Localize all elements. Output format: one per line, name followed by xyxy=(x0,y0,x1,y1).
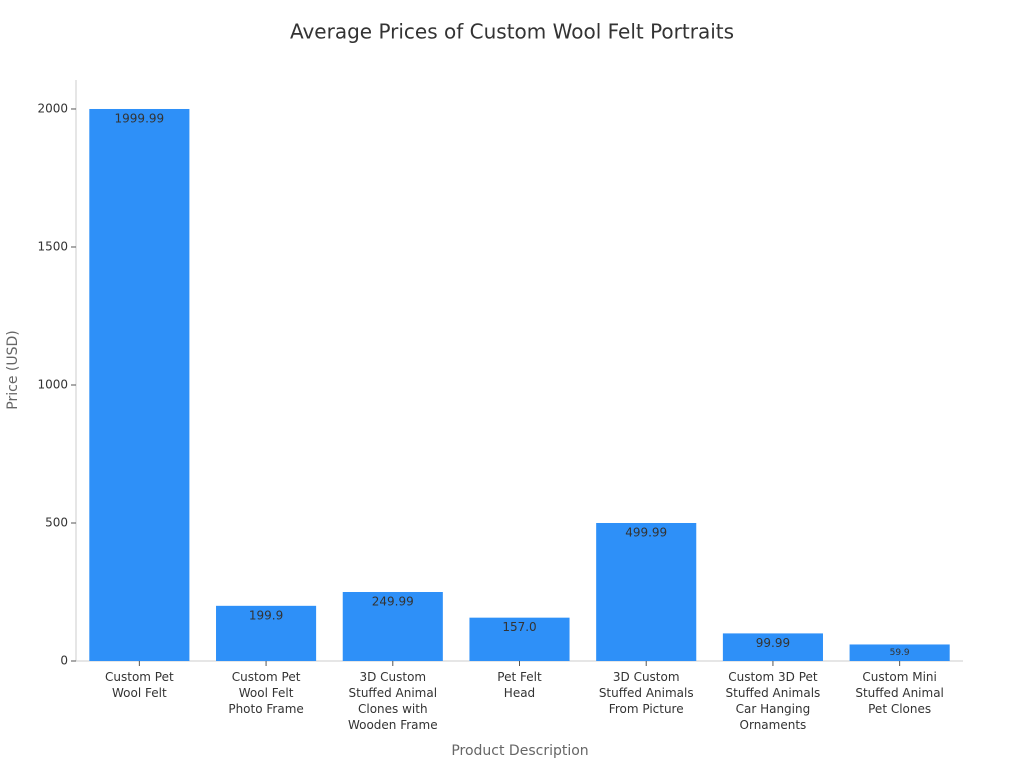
value-label: 199.9 xyxy=(249,608,283,622)
value-label: 59.9 xyxy=(890,648,910,658)
y-tick-label: 2000 xyxy=(37,101,68,115)
bar xyxy=(722,633,823,661)
y-tick-label: 0 xyxy=(60,654,68,668)
bar xyxy=(469,617,570,661)
value-label: 249.99 xyxy=(372,595,414,609)
bar xyxy=(849,644,950,661)
value-label: 499.99 xyxy=(625,525,667,539)
x-tick-label: Custom Pet Wool Felt xyxy=(105,670,174,700)
x-tick-label: Custom 3D Pet Stuffed Animals Car Hanging O… xyxy=(726,670,821,732)
bar xyxy=(596,522,697,661)
bar xyxy=(216,605,317,661)
x-tick-label: Pet Felt Head xyxy=(497,670,542,700)
bar xyxy=(89,108,190,661)
chart-title: Average Prices of Custom Wool Felt Portr… xyxy=(290,20,734,44)
y-axis-title: Price (USD) xyxy=(5,330,21,409)
x-tick-label: 3D Custom Stuffed Animal Clones with Wooden… xyxy=(348,670,438,732)
value-label: 1999.99 xyxy=(115,111,165,125)
y-tick-label: 1500 xyxy=(37,239,68,253)
value-label: 157.0 xyxy=(502,620,536,634)
x-tick-label: Custom Pet Wool Felt Photo Frame xyxy=(228,670,303,716)
y-tick-label: 500 xyxy=(45,515,68,529)
x-tick-label: 3D Custom Stuffed Animals From Picture xyxy=(599,670,694,716)
y-tick-label: 1000 xyxy=(37,377,68,391)
value-label: 99.99 xyxy=(756,636,790,650)
x-tick-label: Custom Mini Stuffed Animal Pet Clones xyxy=(855,670,944,716)
bar xyxy=(342,592,443,661)
x-axis-title: Product Description xyxy=(451,743,588,759)
